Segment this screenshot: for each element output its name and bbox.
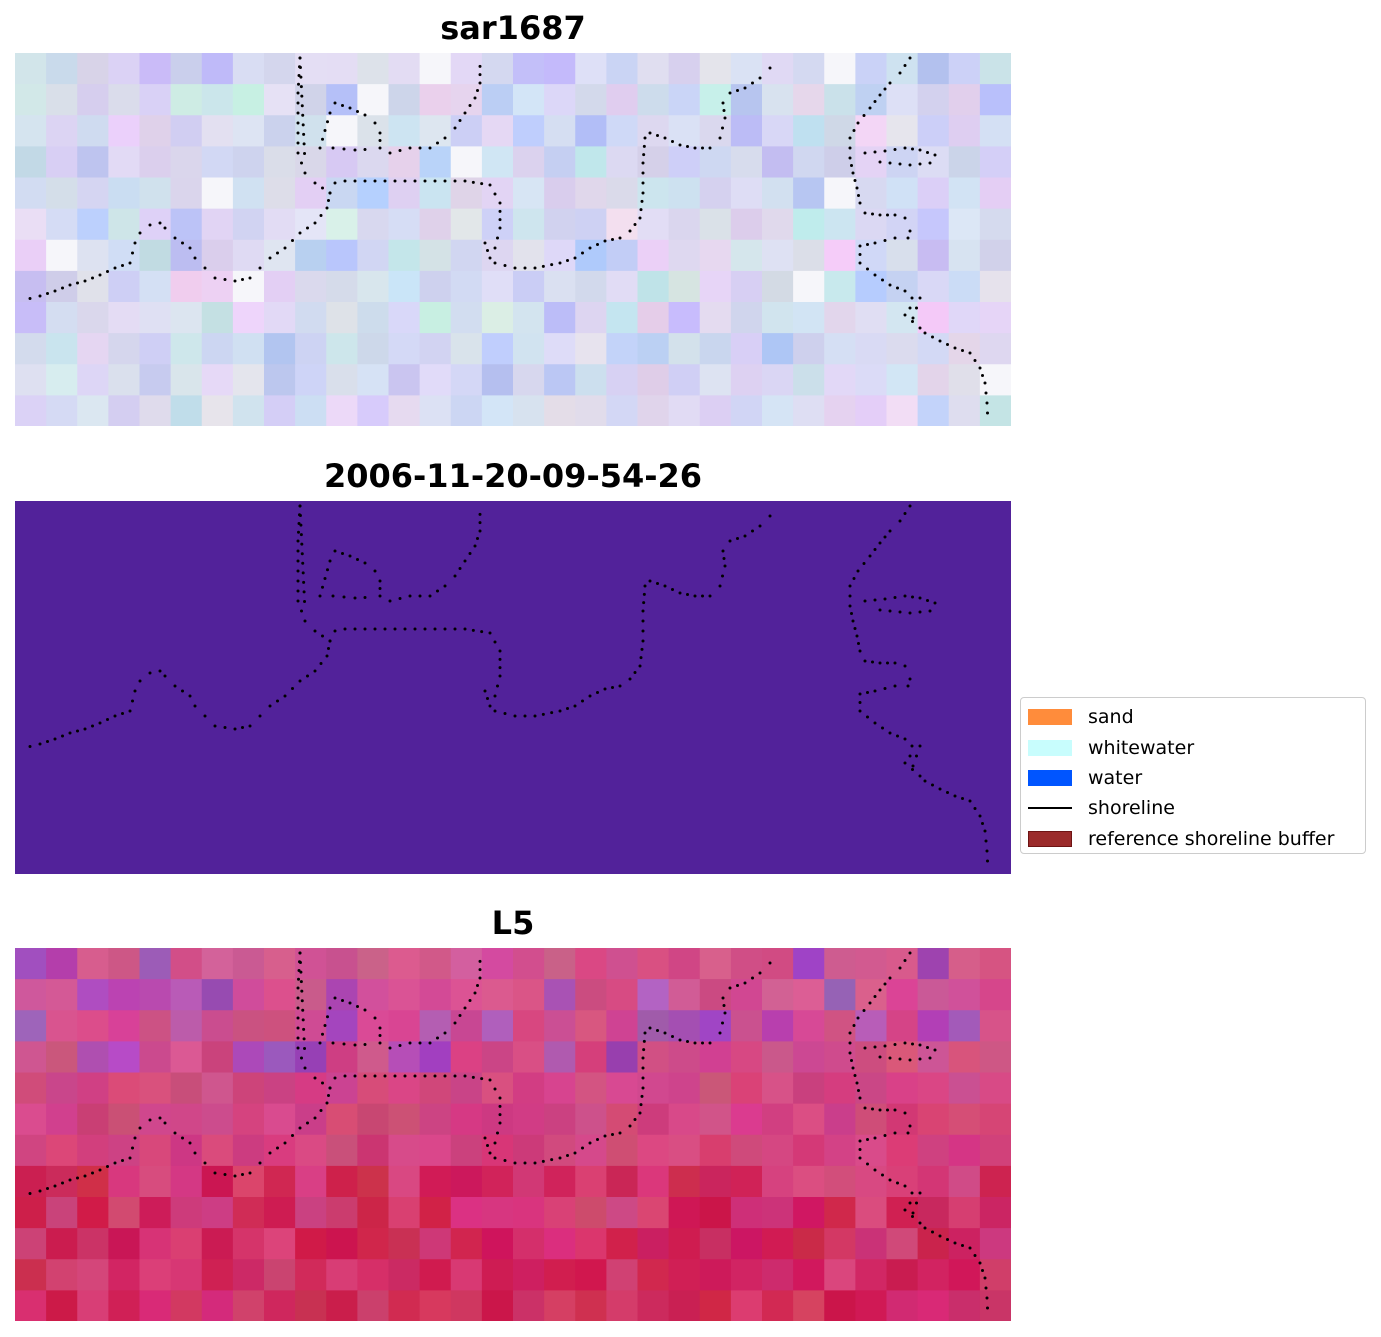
legend-item-whitewater: whitewater (1021, 732, 1365, 762)
sar-image-panel (15, 53, 1011, 426)
classification-panel (15, 501, 1011, 874)
legend-label: reference shoreline buffer (1088, 827, 1335, 850)
panel-title-l5: L5 (491, 904, 535, 942)
legend-item-water: water (1021, 763, 1365, 793)
panel-title-date: 2006-11-20-09-54-26 (323, 457, 703, 495)
shoreline-dots (28, 504, 989, 863)
l5-image-panel (15, 948, 1011, 1321)
shoreline-dots (28, 56, 989, 415)
panel-title-sar: sar1687 (440, 9, 586, 47)
legend-label: sand (1088, 706, 1134, 729)
water-swatch (1028, 769, 1072, 786)
sand-swatch (1028, 709, 1072, 726)
legend: sand whitewater water shoreline referenc… (1020, 697, 1366, 854)
classification-fill (15, 501, 1011, 874)
image-pixels (15, 53, 1011, 426)
image-pixels (15, 948, 1011, 1321)
shoreline-dots (28, 951, 989, 1310)
legend-item-sand: sand (1021, 702, 1365, 732)
shoreline-line (1028, 807, 1072, 810)
legend-item-reference-buffer: reference shoreline buffer (1021, 824, 1365, 854)
legend-label: whitewater (1088, 736, 1195, 759)
legend-label: shoreline (1088, 797, 1175, 820)
classification-image (15, 501, 1011, 874)
l5-image (15, 948, 1011, 1321)
legend-item-shoreline: shoreline (1021, 793, 1365, 823)
legend-label: water (1088, 766, 1143, 789)
reference-buffer-swatch (1028, 830, 1072, 847)
whitewater-swatch (1028, 739, 1072, 756)
sar-image (15, 53, 1011, 426)
